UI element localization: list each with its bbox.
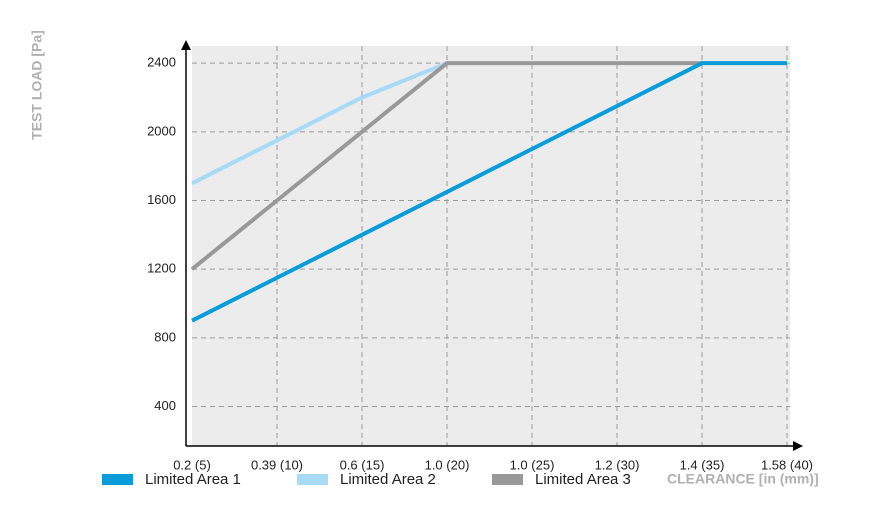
y-tick-label: 2400 xyxy=(147,55,176,70)
series-line xyxy=(191,61,448,186)
x-axis-label: CLEARANCE [in (mm)] xyxy=(667,471,819,487)
y-arrow xyxy=(181,40,191,50)
x-tick-label: 1.58 (40) xyxy=(761,457,813,472)
y-axis-label: TEST LOAD [Pa] xyxy=(29,30,45,140)
legend-label: Limited Area 1 xyxy=(145,471,241,488)
legend-swatch xyxy=(297,474,328,485)
x-tick-label: 1.4 (35) xyxy=(680,457,725,472)
legend: Limited Area 1 Limited Area 2 Limited Area… xyxy=(102,471,631,488)
legend-label: Limited Area 3 xyxy=(535,471,631,488)
y-tick-label: 1200 xyxy=(147,261,176,276)
lines xyxy=(190,61,787,323)
axes xyxy=(181,40,803,451)
plot-area xyxy=(192,46,790,446)
x-tick-label: 1.0 (20) xyxy=(425,457,470,472)
series-line xyxy=(190,61,702,271)
y-tick-label: 2000 xyxy=(147,123,176,138)
y-tick-label: 1600 xyxy=(147,192,176,207)
x-tick-label: 0.2 (5) xyxy=(173,457,211,472)
series-line xyxy=(191,61,787,323)
x-tick-label: 0.39 (10) xyxy=(251,457,303,472)
y-tick-label: 800 xyxy=(154,329,176,344)
x-tick-label: 0.6 (15) xyxy=(340,457,385,472)
x-tick-label: 1.2 (30) xyxy=(595,457,640,472)
x-tick-label: 1.0 (25) xyxy=(510,457,555,472)
x-arrow xyxy=(793,441,803,451)
y-tick-label: 400 xyxy=(154,398,176,413)
legend-label: Limited Area 2 xyxy=(340,471,436,488)
legend-swatch xyxy=(492,474,523,485)
legend-swatch xyxy=(102,474,133,485)
